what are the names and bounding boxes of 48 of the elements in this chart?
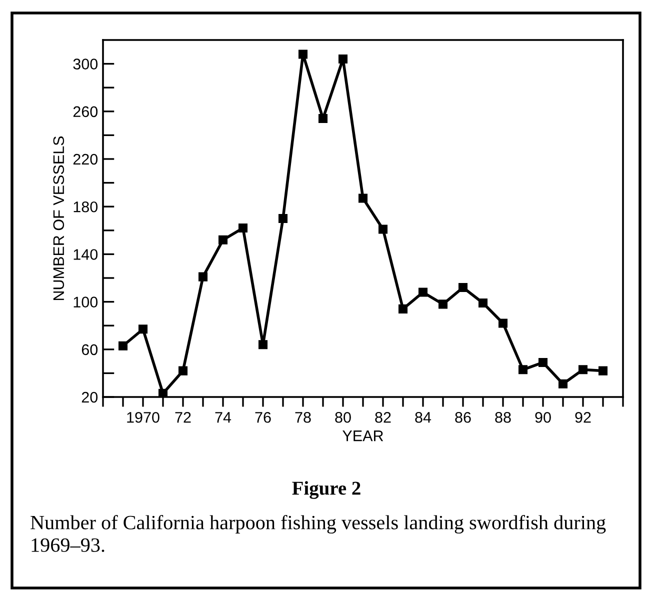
point [598,366,608,376]
point [478,298,488,308]
point [278,214,288,224]
y-tick-label: 220 [73,154,98,165]
x-tick-label: 76 [255,412,271,423]
point [238,224,248,233]
point [338,54,348,64]
point [458,283,468,292]
y-tick-label: 60 [82,344,98,356]
point [398,304,408,314]
x-tick-label: 90 [535,412,551,423]
point [298,50,308,59]
x-tick-label: 78 [295,412,311,423]
x-tick-label: 74 [215,412,232,423]
point [178,366,188,376]
point [518,365,528,374]
y-tick-label: 20 [82,392,98,403]
point [498,318,508,328]
x-tick-label: 82 [375,412,391,423]
point [218,235,228,244]
y-tick-label: 260 [73,106,98,118]
x-tick-label: 86 [455,412,471,423]
x-tick-label: 72 [175,412,191,423]
point [538,358,548,368]
point [418,288,428,297]
x-tick-label: 92 [575,412,591,423]
caption: Figure 2 [292,481,360,499]
point [138,324,148,334]
y-axis-title: NUMBER OF VESSELS [53,136,64,300]
point [358,194,368,203]
point [118,341,128,350]
point [438,300,448,309]
y-tick-label: 300 [73,58,98,70]
y-tick-label: 140 [74,249,98,260]
point [318,114,328,124]
x-tick-label: 84 [415,412,432,423]
point [558,379,568,388]
x-tick-label: 1970 [127,412,160,423]
y-tick-label: 100 [74,296,98,308]
y-tick-label: 180 [74,201,98,212]
point [258,340,268,350]
x-tick-label: 80 [335,412,351,423]
text: Number of California harpoon fishing vessels landing swordfish during 1969–93. [30,515,606,552]
point [578,365,588,374]
x-tick-label: 88 [495,412,511,423]
point [198,272,208,282]
x-axis-title: YEAR [342,430,384,442]
point [378,224,388,234]
